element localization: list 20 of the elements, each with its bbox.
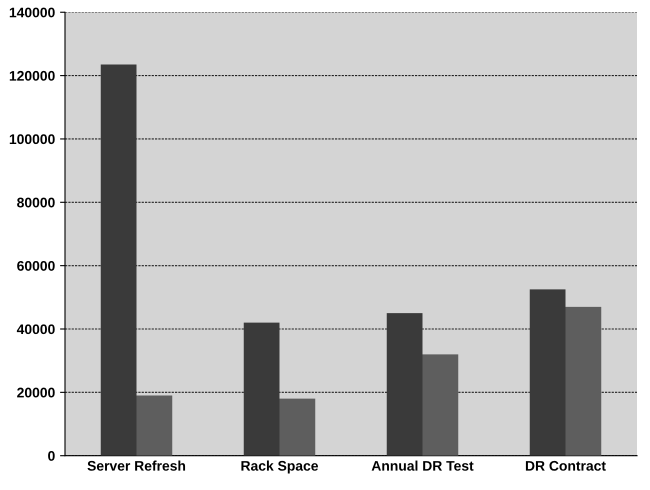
- y-tick-label: 40000: [16, 324, 55, 334]
- bar: [100, 64, 136, 456]
- y-tick-label: 20000: [17, 388, 55, 398]
- y-tick-label: 100000: [10, 134, 55, 144]
- x-tick-label: Rack Space: [241, 460, 318, 474]
- bar: [566, 306, 602, 456]
- x-tick-label: DR Contract: [526, 460, 606, 471]
- y-tick-label: 60000: [17, 260, 55, 271]
- y-tick-label: 140000: [10, 8, 55, 18]
- bar: [530, 289, 566, 456]
- bar: [422, 354, 458, 456]
- y-tick-label: 120000: [10, 70, 55, 81]
- x-tick-label: Server Refresh: [87, 460, 186, 471]
- y-tick-label: 0: [48, 451, 55, 461]
- bar: [386, 313, 422, 456]
- bar: [244, 322, 280, 456]
- y-tick-label: 80000: [17, 198, 55, 208]
- bar: [136, 396, 172, 456]
- bar: [280, 398, 316, 456]
- x-tick-label: Annual DR Test: [372, 460, 474, 471]
